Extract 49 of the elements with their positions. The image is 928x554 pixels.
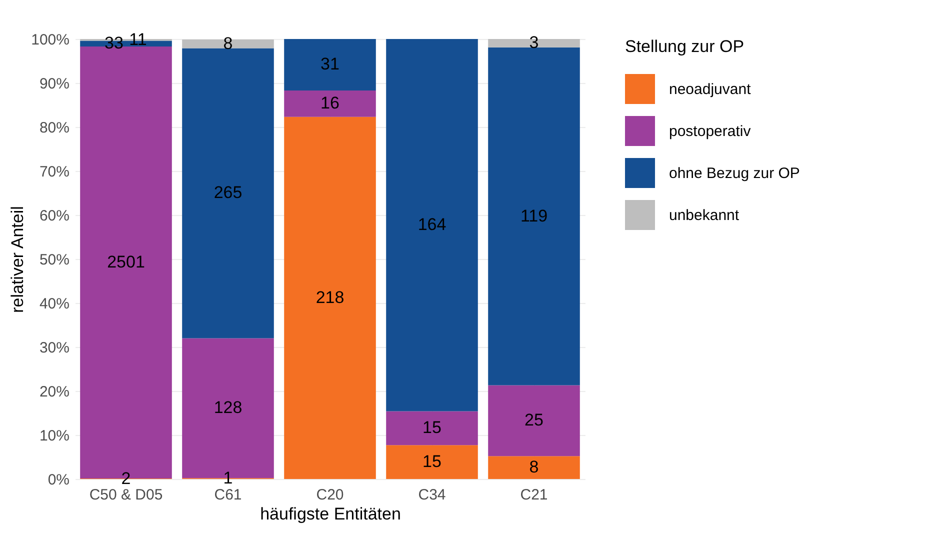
bar: [284, 39, 376, 90]
annotation: 1: [223, 468, 233, 488]
bar: [488, 456, 580, 479]
x-tick-label: C34: [418, 486, 446, 504]
y-tick-label: 30%: [39, 340, 70, 356]
legend-label: neoadjuvant: [669, 81, 752, 98]
legend-title: Stellung zur OP: [625, 37, 744, 56]
annotation: 119: [520, 206, 548, 226]
bar: [284, 90, 376, 117]
y-tick-label: 10%: [39, 428, 70, 444]
bar: [386, 411, 478, 446]
annotation: 8: [529, 458, 539, 477]
annotation: 15: [422, 418, 442, 438]
legend-label: postoperativ: [669, 123, 752, 140]
annotation: 3: [529, 33, 539, 52]
x-axis-title: häufigste Entitäten: [260, 504, 401, 524]
bar: [488, 47, 580, 386]
bar: [182, 39, 274, 48]
y-tick-label: 70%: [39, 164, 70, 180]
bar: [386, 445, 478, 479]
annotation: 16: [320, 94, 340, 113]
x-tick-label: C20: [316, 486, 344, 504]
annotation: 15: [422, 452, 442, 472]
legend-label: unbekannt: [669, 207, 740, 224]
annotation: 31: [320, 54, 340, 74]
y-axis-title: relativer Anteil: [8, 206, 28, 313]
annotation: 2501: [107, 252, 145, 272]
annotation: 25: [524, 410, 544, 430]
bar: [182, 48, 274, 338]
x-tick-label: C21: [520, 486, 548, 504]
y-tick-label: 100%: [31, 32, 70, 48]
annotation: 164: [418, 215, 446, 234]
y-tick-label: 90%: [39, 76, 70, 92]
y-tick-label: 40%: [39, 296, 70, 312]
bar: [386, 39, 478, 412]
bar: [488, 385, 580, 456]
x-tick-label: C61: [214, 486, 242, 504]
y-tick-label: 80%: [39, 120, 70, 136]
annotation: 128: [214, 398, 242, 418]
annotation: 8: [223, 34, 233, 53]
legend-label: ohne Bezug zur OP: [669, 165, 800, 182]
y-tick-label: 60%: [39, 208, 70, 224]
annotation: 265: [214, 183, 242, 202]
y-tick-label: 50%: [39, 252, 70, 268]
y-tick-label: 0%: [48, 472, 70, 488]
y-tick-label: 20%: [39, 384, 70, 400]
annotation: 218: [316, 288, 344, 307]
x-tick-label: C50 & D05: [89, 486, 163, 504]
bar: [284, 116, 376, 479]
